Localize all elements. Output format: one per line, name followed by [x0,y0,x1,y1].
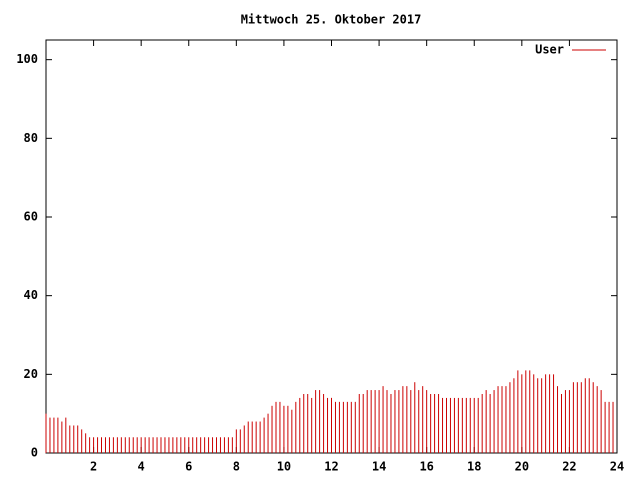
x-tick-label: 10 [277,460,291,474]
x-tick-label: 16 [419,460,433,474]
y-tick-label: 40 [24,288,38,302]
x-tick-label: 12 [324,460,338,474]
x-tick-label: 4 [138,460,145,474]
chart-title: Mittwoch 25. Oktober 2017 [241,13,422,27]
y-tick-label: 0 [31,446,38,460]
legend-label: User [535,43,564,57]
y-tick-label: 60 [24,210,38,224]
x-tick-label: 20 [515,460,529,474]
x-tick-label: 2 [90,460,97,474]
y-tick-label: 20 [24,367,38,381]
x-tick-label: 24 [610,460,624,474]
y-tick-label: 100 [16,52,38,66]
x-tick-label: 6 [185,460,192,474]
x-tick-label: 14 [372,460,386,474]
y-tick-label: 80 [24,131,38,145]
x-tick-label: 18 [467,460,481,474]
x-tick-label: 8 [233,460,240,474]
x-tick-label: 22 [562,460,576,474]
